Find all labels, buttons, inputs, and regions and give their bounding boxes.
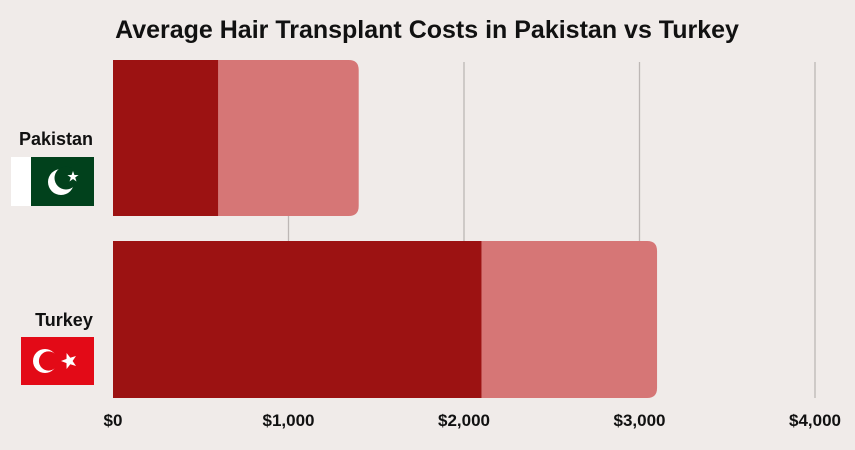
category-pakistan: Pakistan — [11, 129, 94, 206]
x-axis-ticks: $0 $1,000 $2,000 $3,000 $4,000 — [104, 411, 841, 430]
x-tick-label: $2,000 — [438, 411, 490, 430]
x-tick-label: $1,000 — [263, 411, 315, 430]
x-tick-label: $4,000 — [789, 411, 841, 430]
chart-title: Average Hair Transplant Costs in Pakista… — [115, 16, 739, 44]
bars — [113, 60, 658, 398]
category-label-turkey: Turkey — [35, 310, 93, 330]
bar-pakistan-segment-1 — [113, 60, 219, 216]
category-turkey: Turkey — [21, 310, 94, 385]
bar-pakistan-segment-2 — [218, 60, 359, 216]
bar-turkey-segment-2 — [481, 241, 658, 398]
x-tick-label: $0 — [104, 411, 123, 430]
category-label-pakistan: Pakistan — [19, 129, 93, 149]
x-tick-label: $3,000 — [614, 411, 666, 430]
bar-turkey-segment-1 — [113, 241, 482, 398]
turkey-flag-icon — [21, 337, 94, 385]
pakistan-flag-icon — [11, 157, 94, 206]
